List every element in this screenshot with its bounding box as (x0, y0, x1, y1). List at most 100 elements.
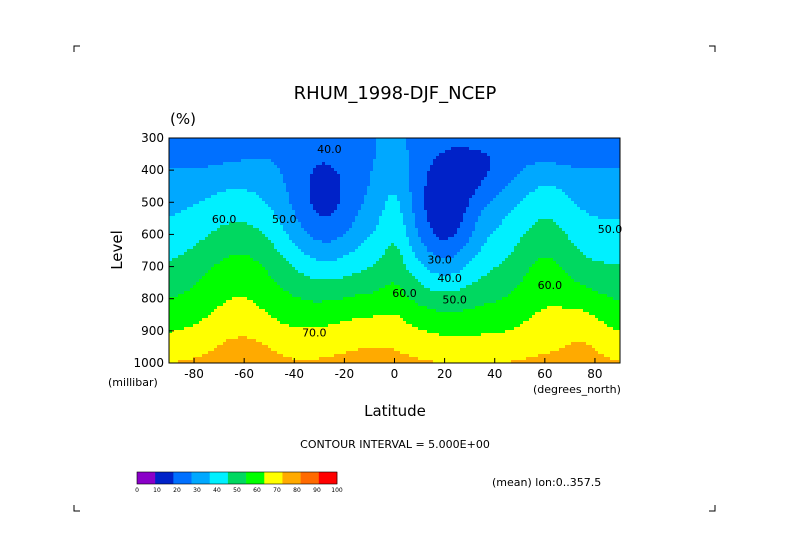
field-cell (403, 225, 407, 229)
field-cell (331, 228, 335, 232)
field-cell (337, 141, 341, 145)
field-cell (529, 189, 533, 193)
field-cell (451, 150, 455, 154)
field-cell (208, 144, 212, 148)
field-cell (598, 144, 602, 148)
field-cell (415, 222, 419, 226)
field-cell (211, 225, 215, 229)
field-cell (583, 165, 587, 169)
field-cell (355, 147, 359, 151)
field-cell (214, 207, 218, 211)
field-cell (580, 177, 584, 181)
field-cell (337, 225, 341, 229)
field-cell (223, 144, 227, 148)
field-cell (460, 198, 464, 202)
field-cell (235, 210, 239, 214)
field-cell (613, 138, 617, 142)
field-cell (169, 192, 173, 196)
field-cell (583, 198, 587, 202)
field-cell (550, 234, 554, 238)
field-cell (532, 180, 536, 184)
field-cell (433, 216, 437, 220)
field-cell (343, 198, 347, 202)
field-cell (451, 174, 455, 178)
field-cell (247, 141, 251, 145)
field-cell (169, 216, 173, 220)
field-cell (397, 213, 401, 217)
field-cell (586, 159, 590, 163)
field-cell (274, 168, 278, 172)
field-cell (220, 174, 224, 178)
field-cell (439, 147, 443, 151)
field-cell (586, 234, 590, 238)
field-cell (463, 180, 467, 184)
field-cell (607, 168, 611, 172)
field-cell (205, 183, 209, 187)
field-cell (262, 192, 266, 196)
field-cell (379, 138, 383, 142)
field-cell (454, 180, 458, 184)
field-cell (394, 222, 398, 226)
field-cell (235, 231, 239, 235)
field-cell (316, 144, 320, 148)
field-cell (178, 183, 182, 187)
field-cell (244, 219, 248, 223)
field-cell (355, 189, 359, 193)
field-cell (505, 195, 509, 199)
field-cell (490, 189, 494, 193)
field-cell (172, 162, 176, 166)
field-cell (370, 138, 374, 142)
field-cell (448, 225, 452, 229)
field-cell (544, 222, 548, 226)
field-cell (289, 201, 293, 205)
field-cell (280, 162, 284, 166)
field-cell (391, 189, 395, 193)
field-cell (511, 183, 515, 187)
field-cell (457, 213, 461, 217)
field-cell (388, 198, 392, 202)
field-cell (520, 180, 524, 184)
field-cell (205, 231, 209, 235)
field-cell (577, 198, 581, 202)
field-cell (346, 207, 350, 211)
field-cell (211, 174, 215, 178)
field-cell (292, 141, 296, 145)
field-cell (322, 219, 326, 223)
field-cell (229, 150, 233, 154)
field-cell (256, 201, 260, 205)
field-cell (220, 177, 224, 181)
field-cell (475, 189, 479, 193)
field-cell (358, 168, 362, 172)
field-cell (460, 210, 464, 214)
field-cell (424, 201, 428, 205)
field-cell (376, 153, 380, 157)
field-cell (526, 174, 530, 178)
field-cell (253, 153, 257, 157)
field-cell (262, 147, 266, 151)
field-cell (448, 186, 452, 190)
field-cell (352, 228, 356, 232)
field-cell (217, 192, 221, 196)
field-cell (547, 204, 551, 208)
field-cell (574, 168, 578, 172)
field-cell (511, 177, 515, 181)
field-cell (571, 222, 575, 226)
field-cell (451, 144, 455, 148)
field-cell (436, 216, 440, 220)
field-cell (442, 225, 446, 229)
field-cell (397, 171, 401, 175)
field-cell (214, 192, 218, 196)
field-cell (439, 213, 443, 217)
field-cell (346, 204, 350, 208)
field-cell (250, 225, 254, 229)
field-cell (385, 210, 389, 214)
field-cell (457, 195, 461, 199)
field-cell (349, 210, 353, 214)
field-cell (499, 228, 503, 232)
field-cell (367, 168, 371, 172)
field-cell (394, 156, 398, 160)
field-cell (568, 186, 572, 190)
field-cell (430, 162, 434, 166)
field-cell (445, 213, 449, 217)
field-cell (280, 201, 284, 205)
